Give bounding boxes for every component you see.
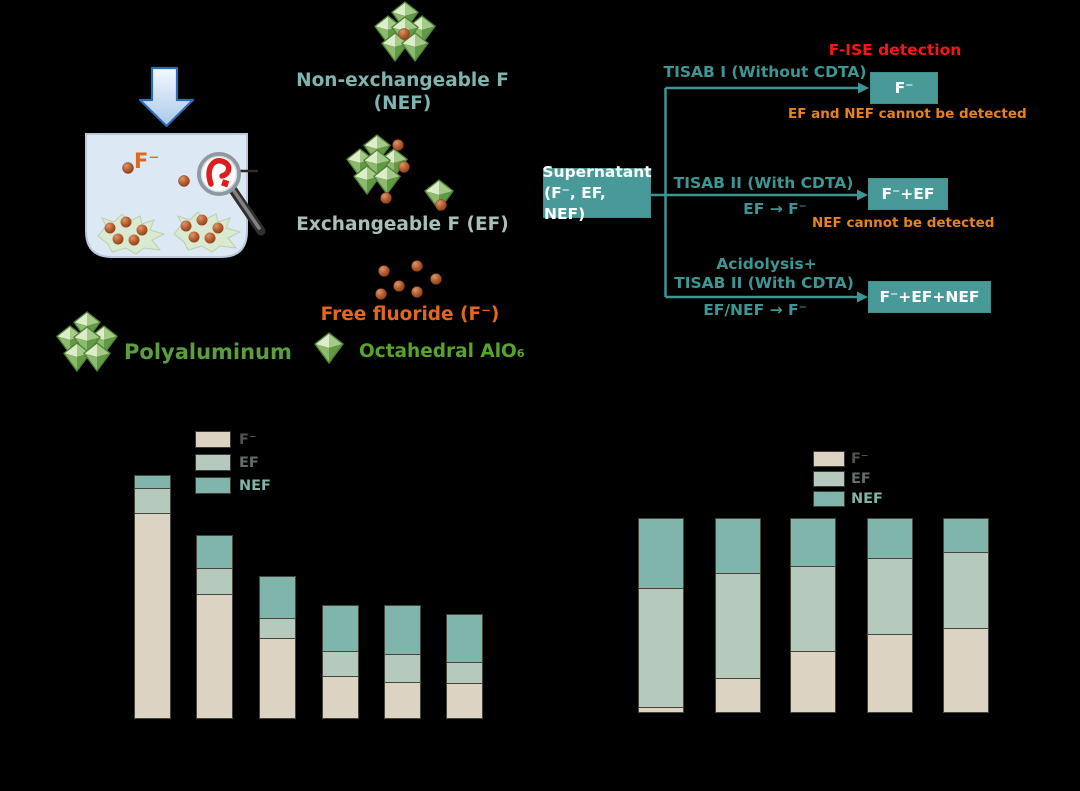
bar-segment-F⁻ xyxy=(134,514,171,719)
bar-segment-NEF xyxy=(134,475,171,490)
bar-segment-F⁻ xyxy=(446,684,483,719)
bar-segment-NEF xyxy=(384,604,421,655)
octahedron-icon xyxy=(314,332,344,364)
beaker-icon xyxy=(85,133,266,258)
result-box-f-ef-nef: F⁻+EF+NEF xyxy=(868,281,991,313)
bar-segment-NEF xyxy=(715,518,761,575)
free-fluoride-dots-icon xyxy=(375,260,442,300)
bar-segment-NEF xyxy=(867,518,913,559)
bar-segment-EF xyxy=(384,654,421,683)
bar-segment-F⁻ xyxy=(322,677,359,719)
bar-segment-EF xyxy=(790,566,836,652)
bar-segment-F⁻ xyxy=(259,638,296,719)
legend-label-ef: EF xyxy=(851,471,871,487)
bar-segment-NEF xyxy=(259,576,296,619)
polyaluminum-cluster-icon xyxy=(57,312,117,371)
bar-segment-EF xyxy=(259,618,296,639)
branch3-conversion: EF/NEF → F⁻ xyxy=(703,301,807,319)
bar-segment-EF xyxy=(867,558,913,635)
bar-segment-NEF xyxy=(790,518,836,567)
legend-swatch-ef xyxy=(195,454,231,471)
legend-label-f: F⁻ xyxy=(851,451,869,467)
legend-swatch-f xyxy=(813,451,845,467)
ef-cluster-icon xyxy=(347,135,454,211)
floc-icon xyxy=(97,213,165,255)
legend-label-nef: NEF xyxy=(851,491,883,507)
beaker-fluoride-label: F⁻ xyxy=(134,149,160,173)
branch2-condition: TISAB II (With CDTA) xyxy=(673,174,854,192)
legend-label-nef: NEF xyxy=(239,478,271,494)
branch3-condition-line1: Acidolysis+ xyxy=(716,255,817,273)
branch2-conversion: EF → F⁻ xyxy=(743,200,807,218)
result-box-f-ef: F⁻+EF xyxy=(868,178,948,210)
bar-segment-NEF xyxy=(322,605,359,653)
bar-segment-F⁻ xyxy=(943,628,989,713)
bar-segment-F⁻ xyxy=(638,707,684,713)
bar-segment-NEF xyxy=(196,535,233,569)
bar-segment-F⁻ xyxy=(867,635,913,713)
bar-segment-EF xyxy=(196,568,233,596)
bar-segment-F⁻ xyxy=(715,679,761,713)
bar-segment-F⁻ xyxy=(196,595,233,719)
supernatant-line2: (F⁻, EF, NEF) xyxy=(544,183,606,223)
nef-subtitle: (NEF) xyxy=(373,93,432,114)
branch1-note: EF and NEF cannot be detected xyxy=(788,106,1027,122)
result-box-f-ef-nef-label: F⁻+EF+NEF xyxy=(879,288,980,306)
fluoride-dot-icon xyxy=(178,175,190,187)
ef-label: Exchangeable F (EF) xyxy=(296,214,509,235)
bar-segment-NEF xyxy=(638,518,684,589)
bar-segment-F⁻ xyxy=(790,651,836,713)
bar-segment-EF xyxy=(638,588,684,708)
fluoride-dot-icon xyxy=(122,162,134,174)
legend-label-ef: EF xyxy=(239,455,259,471)
free-fluoride-label: Free fluoride (F⁻) xyxy=(320,304,500,325)
bar-segment-EF xyxy=(322,652,359,678)
nef-title: Non-exchangeable F xyxy=(296,70,509,91)
floc-icon xyxy=(173,211,241,253)
legend-swatch-nef xyxy=(195,477,231,494)
octahedral-label: Octahedral AlO₆ xyxy=(359,341,525,362)
supernatant-box: Supernatant (F⁻, EF, NEF) xyxy=(542,163,651,223)
bar-segment-EF xyxy=(446,663,483,685)
bar-segment-EF xyxy=(715,574,761,680)
bar-segment-NEF xyxy=(943,518,989,553)
legend-swatch-f xyxy=(195,431,231,448)
flow-title: F-ISE detection xyxy=(828,41,962,59)
branch3-condition-line2: TISAB II (With CDTA) xyxy=(674,274,854,292)
result-box-f: F⁻ xyxy=(870,72,938,104)
bar-segment-EF xyxy=(134,489,171,515)
magnifier-icon xyxy=(197,152,266,236)
legend-swatch-ef xyxy=(813,471,845,487)
bar-segment-F⁻ xyxy=(384,682,421,719)
polyaluminum-label: Polyaluminum xyxy=(124,340,292,364)
result-box-f-label: F⁻ xyxy=(894,79,914,97)
supernatant-line1: Supernatant xyxy=(542,162,652,181)
result-box-f-ef-label: F⁻+EF xyxy=(881,185,935,203)
branch2-note: NEF cannot be detected xyxy=(812,215,995,231)
bar-segment-NEF xyxy=(446,614,483,664)
legend-label-f: F⁻ xyxy=(239,432,257,448)
legend-swatch-nef xyxy=(813,491,845,507)
branch1-condition: TISAB I (Without CDTA) xyxy=(663,63,867,81)
nef-cluster-icon xyxy=(375,2,435,61)
bar-segment-EF xyxy=(943,552,989,629)
down-arrow-icon xyxy=(138,66,195,128)
